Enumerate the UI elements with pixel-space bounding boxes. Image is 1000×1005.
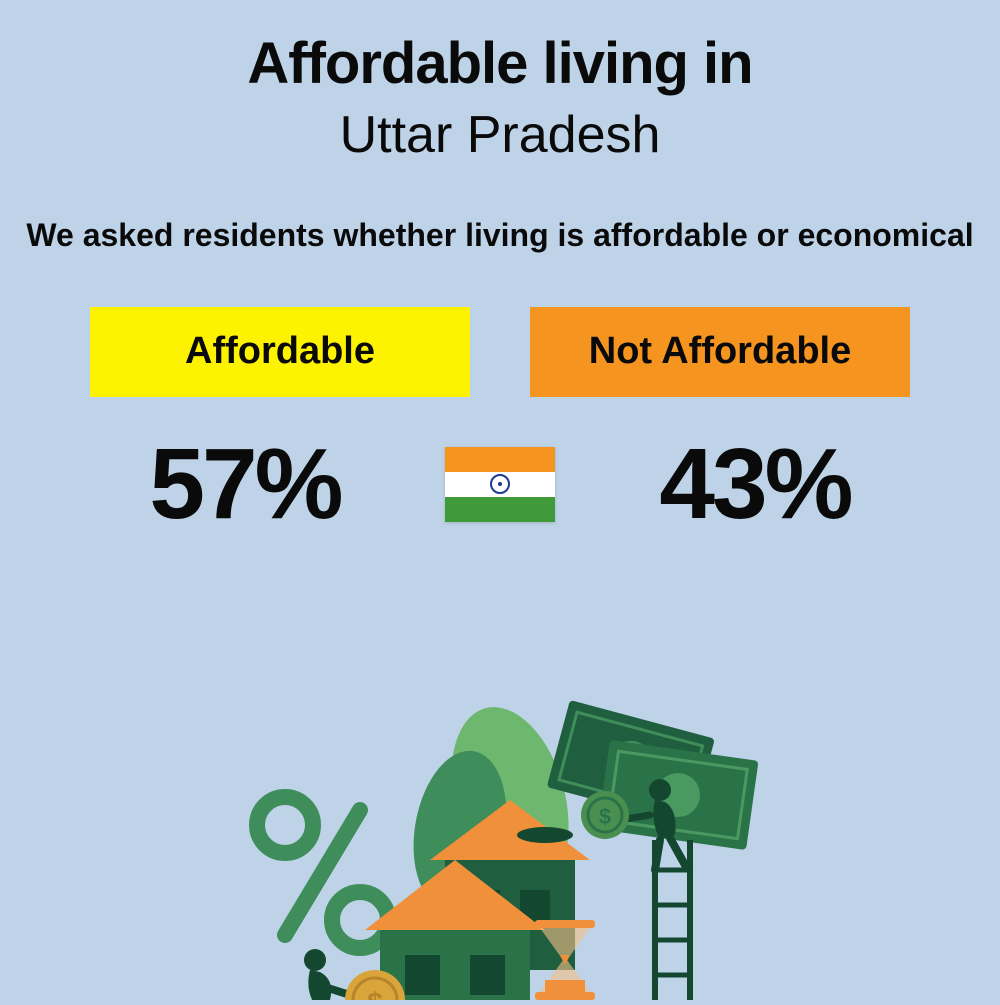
money-bill-icon: [597, 740, 758, 850]
labels-row: Affordable Not Affordable: [0, 307, 1000, 397]
flag-chakra-icon: [490, 474, 510, 494]
subtitle-text: We asked residents whether living is aff…: [26, 217, 973, 253]
svg-text:$: $: [599, 804, 611, 829]
savings-illustration: $ $: [200, 660, 800, 1000]
person-icon: [304, 949, 350, 1000]
affordable-label-box: Affordable: [90, 307, 470, 397]
title-line-1: Affordable living in: [0, 30, 1000, 97]
subtitle: We asked residents whether living is aff…: [0, 215, 1000, 257]
affordable-label: Affordable: [185, 330, 375, 373]
india-flag-icon: [445, 447, 555, 522]
percents-row: 57% 43%: [0, 427, 1000, 542]
affordable-percent: 57%: [75, 427, 415, 542]
not-affordable-percent: 43%: [585, 427, 925, 542]
percent-sign-icon: [257, 797, 388, 948]
coin-icon: $: [581, 791, 629, 839]
flag-saffron-stripe: [445, 447, 555, 472]
title-line-2: Uttar Pradesh: [0, 105, 1000, 165]
svg-text:$: $: [367, 987, 383, 1000]
infographic-container: Affordable living in Uttar Pradesh We as…: [0, 0, 1000, 1000]
not-affordable-label: Not Affordable: [589, 330, 851, 373]
flag-green-stripe: [445, 497, 555, 522]
flag-white-stripe: [445, 472, 555, 497]
not-affordable-label-box: Not Affordable: [530, 307, 910, 397]
